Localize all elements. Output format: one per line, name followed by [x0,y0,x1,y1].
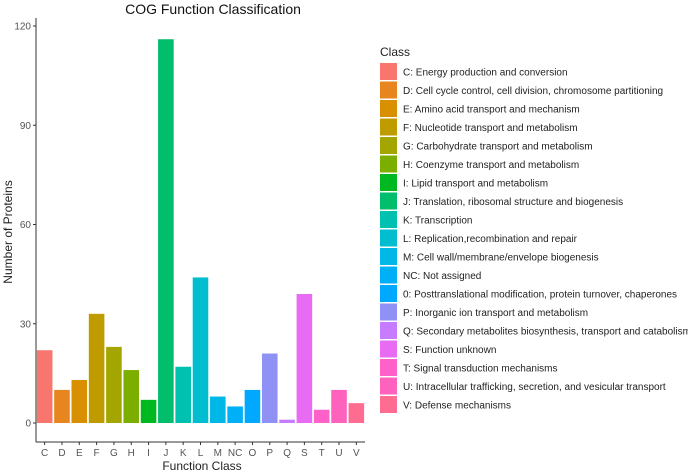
x-tick-label: F [94,448,100,459]
bar-h [123,370,140,423]
legend-swatch [380,63,397,80]
legend-swatch [380,100,397,117]
x-tick-label: D [58,448,65,459]
bar-s [296,293,313,423]
y-tick-label: 0 [25,419,31,430]
legend-swatch [380,377,397,395]
x-tick-label: E [76,448,83,459]
legend-swatch [380,248,397,265]
x-tick-label: J [163,448,168,459]
x-tick-label: U [335,448,342,459]
bar-u [331,389,347,423]
legend-label: E: Amino acid transport and mechanism [403,105,580,116]
legend-label: U: Intracellular trafficking, secretion,… [403,382,666,393]
bar-i [140,399,157,423]
legend-label: F: Nucleotide transport and metabolism [403,123,578,134]
bar-k [175,366,191,423]
legend-swatch [380,303,397,321]
bar-q [279,419,295,423]
legend-swatch [380,174,397,191]
bar-t [313,409,330,423]
legend-swatch [380,192,397,210]
bar-d [54,389,70,423]
legend-label: H: Coenzyme transport and metabolism [403,160,579,171]
legend-label: T: Signal transduction mechanisms [403,364,558,375]
legend-swatch [380,229,397,247]
legend-label: V: Defense mechanisms [403,401,511,412]
x-tick-label: H [128,448,135,459]
x-tick-label: NC [228,448,242,459]
legend-swatch [380,211,397,228]
legend-label: G: Carbohydrate transport and metabolism [403,142,593,153]
x-tick-label: P [266,448,273,459]
legend-label: Q: Secondary metabolites biosynthesis, t… [403,327,688,338]
legend-swatch [380,359,397,376]
bar-j [158,39,174,423]
bar-v [348,403,365,423]
legend-swatch [380,118,397,136]
x-tick-label: S [301,448,308,459]
x-tick-label: V [353,448,360,459]
y-tick-label: 30 [20,319,32,330]
legend-swatch [380,396,397,413]
x-tick-label: G [110,448,118,459]
legend-label: L: Replication,recombination and repair [403,234,578,245]
legend-swatch [380,340,397,358]
legend-swatch [380,155,397,173]
chart-title: COG Function Classification [125,1,301,17]
x-tick-label: T [319,448,325,459]
legend-label: NC: Not assigned [403,271,481,282]
legend-label: J: Translation, ribosomal structure and … [403,197,623,208]
bars [36,39,365,423]
bar-e [71,379,88,423]
legend-swatch [380,81,397,99]
x-tick-label: O [249,448,257,459]
x-ticks: C D E F G H I J K L M NC O P Q S T U V [41,442,360,459]
bar-p [261,353,278,423]
y-axis-title: Number of Proteins [1,180,15,283]
x-tick-label: K [180,448,187,459]
legend-label: K: Transcription [403,216,472,227]
bar-m [210,396,226,423]
legend-label: D: Cell cycle control, cell division, ch… [403,86,663,97]
legend: C: Energy production and conversion D: Ce… [380,63,688,413]
x-tick-label: L [198,448,204,459]
bar-c [36,350,53,423]
bar-l [192,277,209,423]
legend-swatch [380,285,397,302]
x-tick-label: C [41,448,48,459]
bar-nc [227,406,243,423]
legend-label: S: Function unknown [403,345,496,356]
legend-swatch [380,266,397,284]
legend-label: C: Energy production and conversion [403,68,568,79]
bar-f [88,313,105,423]
x-tick-label: I [147,448,150,459]
legend-label: M: Cell wall/membrane/envelope biogenesi… [403,253,599,264]
y-ticks: 0 30 60 90 120 [14,22,36,430]
x-tick-label: M [214,448,222,459]
legend-label: 0: Posttranslational modification, prote… [403,290,677,301]
x-axis-title: Function Class [162,459,241,473]
x-tick-label: Q [283,448,291,459]
legend-title: Class [380,45,410,59]
legend-label: I: Lipid transport and metabolism [403,179,548,190]
legend-swatch [380,322,397,339]
legend-swatch [380,137,397,154]
bar-o [244,389,261,423]
y-tick-label: 60 [20,220,32,231]
y-tick-label: 120 [14,22,31,33]
legend-label: P: Inorganic ion transport and metabolis… [403,308,588,319]
y-tick-label: 90 [20,121,32,132]
bar-g [106,346,122,423]
